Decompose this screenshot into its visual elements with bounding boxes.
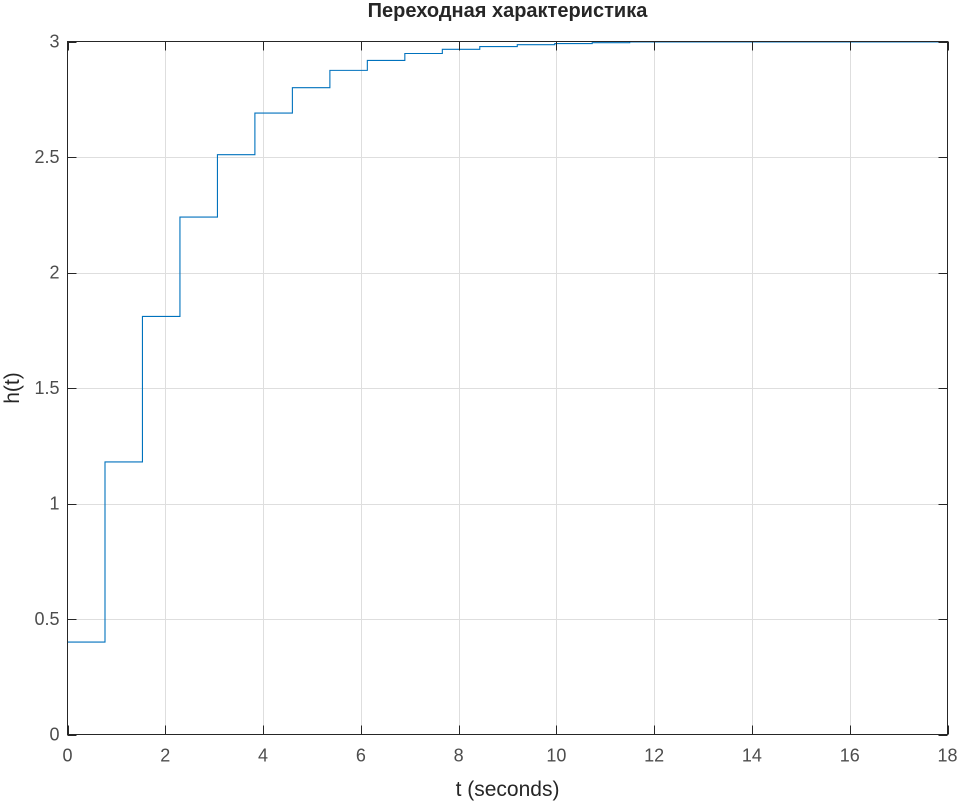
- grid: [67, 41, 948, 735]
- x-tick-labels: 0 2 4 6 8 10 12 14 16 18: [62, 746, 957, 766]
- y-tick-label: 3: [49, 32, 59, 52]
- step-response-line: [67, 41, 948, 643]
- x-tick-label: 4: [258, 746, 268, 766]
- y-tick-label: 2: [49, 263, 59, 283]
- y-tick-label: 1: [49, 494, 59, 514]
- chart-title: Переходная характеристика: [368, 0, 649, 22]
- x-tick-label: 8: [454, 746, 464, 766]
- y-tick-labels: 0 0.5 1 1.5 2 2.5 3: [34, 32, 59, 745]
- x-axis-title: t (seconds): [456, 778, 560, 801]
- x-tick-label: 14: [742, 746, 762, 766]
- x-tick-label: 0: [62, 746, 72, 766]
- x-tick-label: 2: [160, 746, 170, 766]
- y-tick-label: 0.5: [34, 609, 59, 629]
- series-layer: [67, 41, 948, 643]
- tick-marks: [67, 41, 949, 736]
- y-tick-label: 2.5: [34, 147, 59, 167]
- y-tick-label: 0: [49, 725, 59, 745]
- x-tick-label: 10: [546, 746, 566, 766]
- x-tick-label: 18: [937, 746, 957, 766]
- x-tick-label: 16: [840, 746, 860, 766]
- y-tick-label: 1.5: [34, 378, 59, 398]
- x-tick-label: 12: [644, 746, 664, 766]
- x-tick-label: 6: [356, 746, 366, 766]
- y-axis-title: h(t): [1, 372, 24, 404]
